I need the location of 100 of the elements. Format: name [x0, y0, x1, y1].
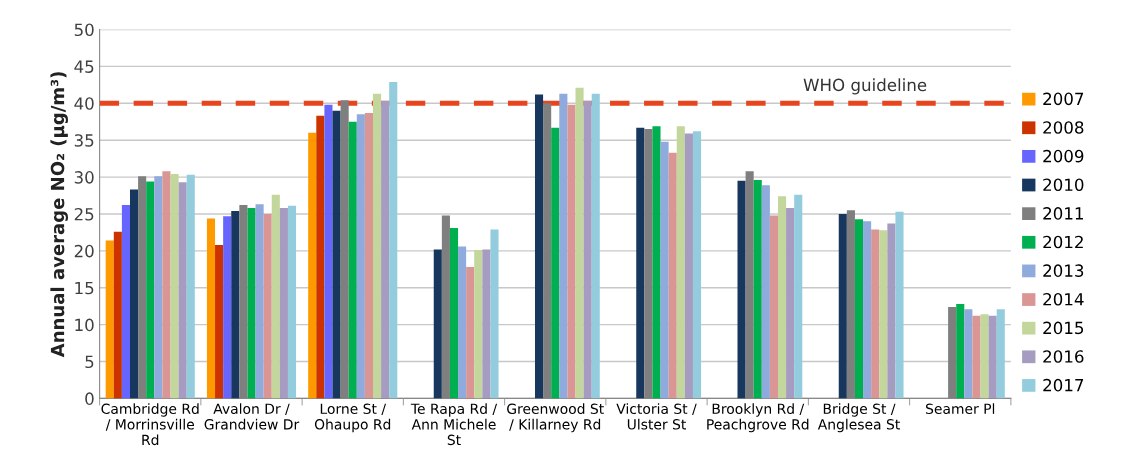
- ref-line-label: WHO guideline: [803, 78, 927, 95]
- bar: [676, 126, 685, 399]
- legend-label: 2014: [1043, 292, 1084, 306]
- bar: [178, 182, 187, 399]
- bar: [482, 249, 491, 399]
- bar: [348, 121, 357, 399]
- y-tick-label: 40: [74, 97, 94, 110]
- bar: [255, 204, 264, 399]
- bar: [786, 208, 795, 399]
- bar: [668, 152, 677, 399]
- bar: [223, 216, 232, 399]
- y-tick-label: 50: [74, 23, 94, 37]
- bar: [591, 93, 600, 399]
- bar: [263, 213, 272, 399]
- y-tick-label: 35: [74, 134, 94, 147]
- bar: [964, 309, 973, 399]
- bar: [308, 132, 317, 399]
- x-tick-label: Brooklyn Rd / Peachgrove Rd: [707, 403, 809, 433]
- bar: [287, 205, 297, 399]
- legend-label: 2007: [1043, 92, 1084, 106]
- bar: [356, 114, 365, 399]
- bar: [575, 87, 584, 399]
- bar: [769, 215, 778, 399]
- legend-label: 2008: [1043, 121, 1084, 134]
- x-tick-label: Bridge St / Anglesea St: [817, 403, 900, 433]
- y-tick-label: 10: [75, 318, 94, 332]
- x-tick-label: Seamer Pl: [926, 403, 995, 415]
- legend-label: 2009: [1043, 149, 1084, 163]
- legend-label: 2015: [1043, 321, 1084, 335]
- bar: [988, 315, 997, 399]
- bar: [105, 240, 114, 399]
- bar: [956, 303, 965, 399]
- bar: [490, 229, 499, 399]
- bar: [567, 104, 576, 399]
- bar: [162, 171, 171, 399]
- bar: [652, 126, 661, 399]
- bar: [146, 181, 155, 399]
- bar: [737, 180, 746, 399]
- bar: [247, 208, 256, 399]
- bar: [186, 174, 195, 399]
- bar: [215, 244, 224, 399]
- y-tick-label: 30: [74, 171, 94, 184]
- bar: [583, 101, 592, 399]
- bar: [389, 81, 398, 399]
- x-tick-label: Cambridge Rd / Morrinsville Rd: [101, 403, 199, 446]
- bar: [466, 267, 475, 399]
- legend-label: 2013: [1043, 264, 1084, 277]
- bar: [980, 314, 989, 399]
- bar: [778, 196, 787, 399]
- x-tick-label: Greenwood St / Killarney Rd: [507, 403, 604, 433]
- bar: [121, 205, 130, 399]
- bar: [996, 309, 1005, 399]
- bar: [854, 219, 864, 399]
- x-tick-label: Victoria St / Ulster St: [616, 403, 697, 430]
- bar: [895, 211, 904, 399]
- bar: [559, 93, 568, 399]
- bar: [879, 230, 888, 399]
- bar: [316, 115, 325, 399]
- y-tick-label: 20: [74, 244, 94, 258]
- bar: [154, 176, 163, 399]
- bar: [271, 194, 280, 399]
- bar: [761, 185, 770, 399]
- bar: [113, 231, 122, 399]
- legend-label: 2011: [1043, 207, 1083, 220]
- bar: [129, 189, 139, 399]
- x-tick-label: Avalon Dr / Grandview Dr: [204, 403, 300, 430]
- bar: [449, 227, 459, 399]
- x-tick-label: Lorne St / Ohaupo Rd: [314, 403, 391, 433]
- legend-label: 2016: [1043, 350, 1084, 363]
- y-tick-label: 15: [75, 281, 94, 295]
- bar: [551, 127, 560, 399]
- y-axis-title: Annual average NO₂ (µg/m³): [50, 72, 68, 358]
- bar: [684, 133, 693, 399]
- legend-label: 2010: [1043, 178, 1084, 192]
- bar: [474, 250, 483, 399]
- bar: [170, 174, 179, 399]
- bar: [433, 249, 442, 399]
- bar: [458, 246, 467, 399]
- bar: [332, 110, 341, 399]
- bar: [794, 194, 803, 399]
- bar: [838, 213, 847, 399]
- bar: [535, 94, 544, 399]
- bar: [972, 315, 981, 399]
- bar: [871, 229, 880, 399]
- bar: [206, 218, 216, 399]
- legend-label: 2017: [1043, 378, 1084, 392]
- bar: [324, 104, 333, 399]
- x-tick-label: Te Rapa Rd / Ann Michele St: [410, 403, 498, 446]
- bar: [279, 208, 288, 399]
- bar: [231, 211, 240, 399]
- bar: [887, 223, 896, 399]
- bar: [692, 131, 702, 399]
- y-tick-label: 45: [74, 60, 94, 73]
- bar: [364, 112, 373, 399]
- legend-label: 2012: [1043, 235, 1083, 249]
- y-tick-label: 5: [85, 355, 94, 369]
- bar: [863, 221, 872, 399]
- bar: [753, 180, 762, 399]
- y-tick-label: 0: [85, 392, 94, 405]
- bar: [660, 141, 669, 399]
